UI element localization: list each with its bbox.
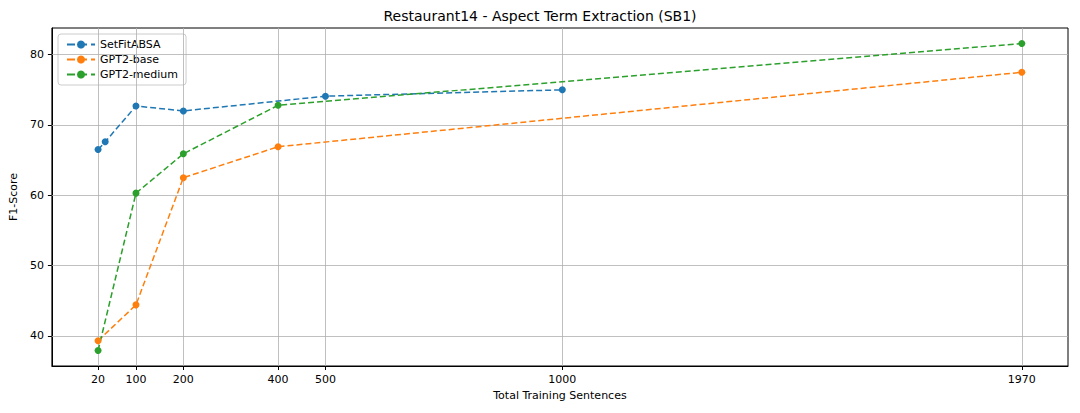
svg-text:100: 100 — [125, 373, 146, 386]
svg-text:80: 80 — [30, 48, 44, 61]
svg-text:Total Training Sentences: Total Training Sentences — [492, 389, 627, 402]
svg-text:400: 400 — [268, 373, 289, 386]
svg-text:F1-Score: F1-Score — [7, 173, 20, 221]
svg-text:50: 50 — [30, 259, 44, 272]
svg-text:1000: 1000 — [548, 373, 576, 386]
svg-text:40: 40 — [30, 329, 44, 342]
svg-text:200: 200 — [173, 373, 194, 386]
svg-text:20: 20 — [91, 373, 105, 386]
svg-text:Restaurant14 - Aspect Term Ext: Restaurant14 - Aspect Term Extraction (S… — [383, 8, 696, 24]
svg-text:GPT2-medium: GPT2-medium — [100, 68, 178, 81]
svg-text:SetFitABSA: SetFitABSA — [100, 38, 161, 51]
svg-text:500: 500 — [315, 373, 336, 386]
svg-text:GPT2-base: GPT2-base — [100, 53, 159, 66]
svg-text:70: 70 — [30, 118, 44, 131]
svg-text:1970: 1970 — [1008, 373, 1036, 386]
svg-text:60: 60 — [30, 189, 44, 202]
